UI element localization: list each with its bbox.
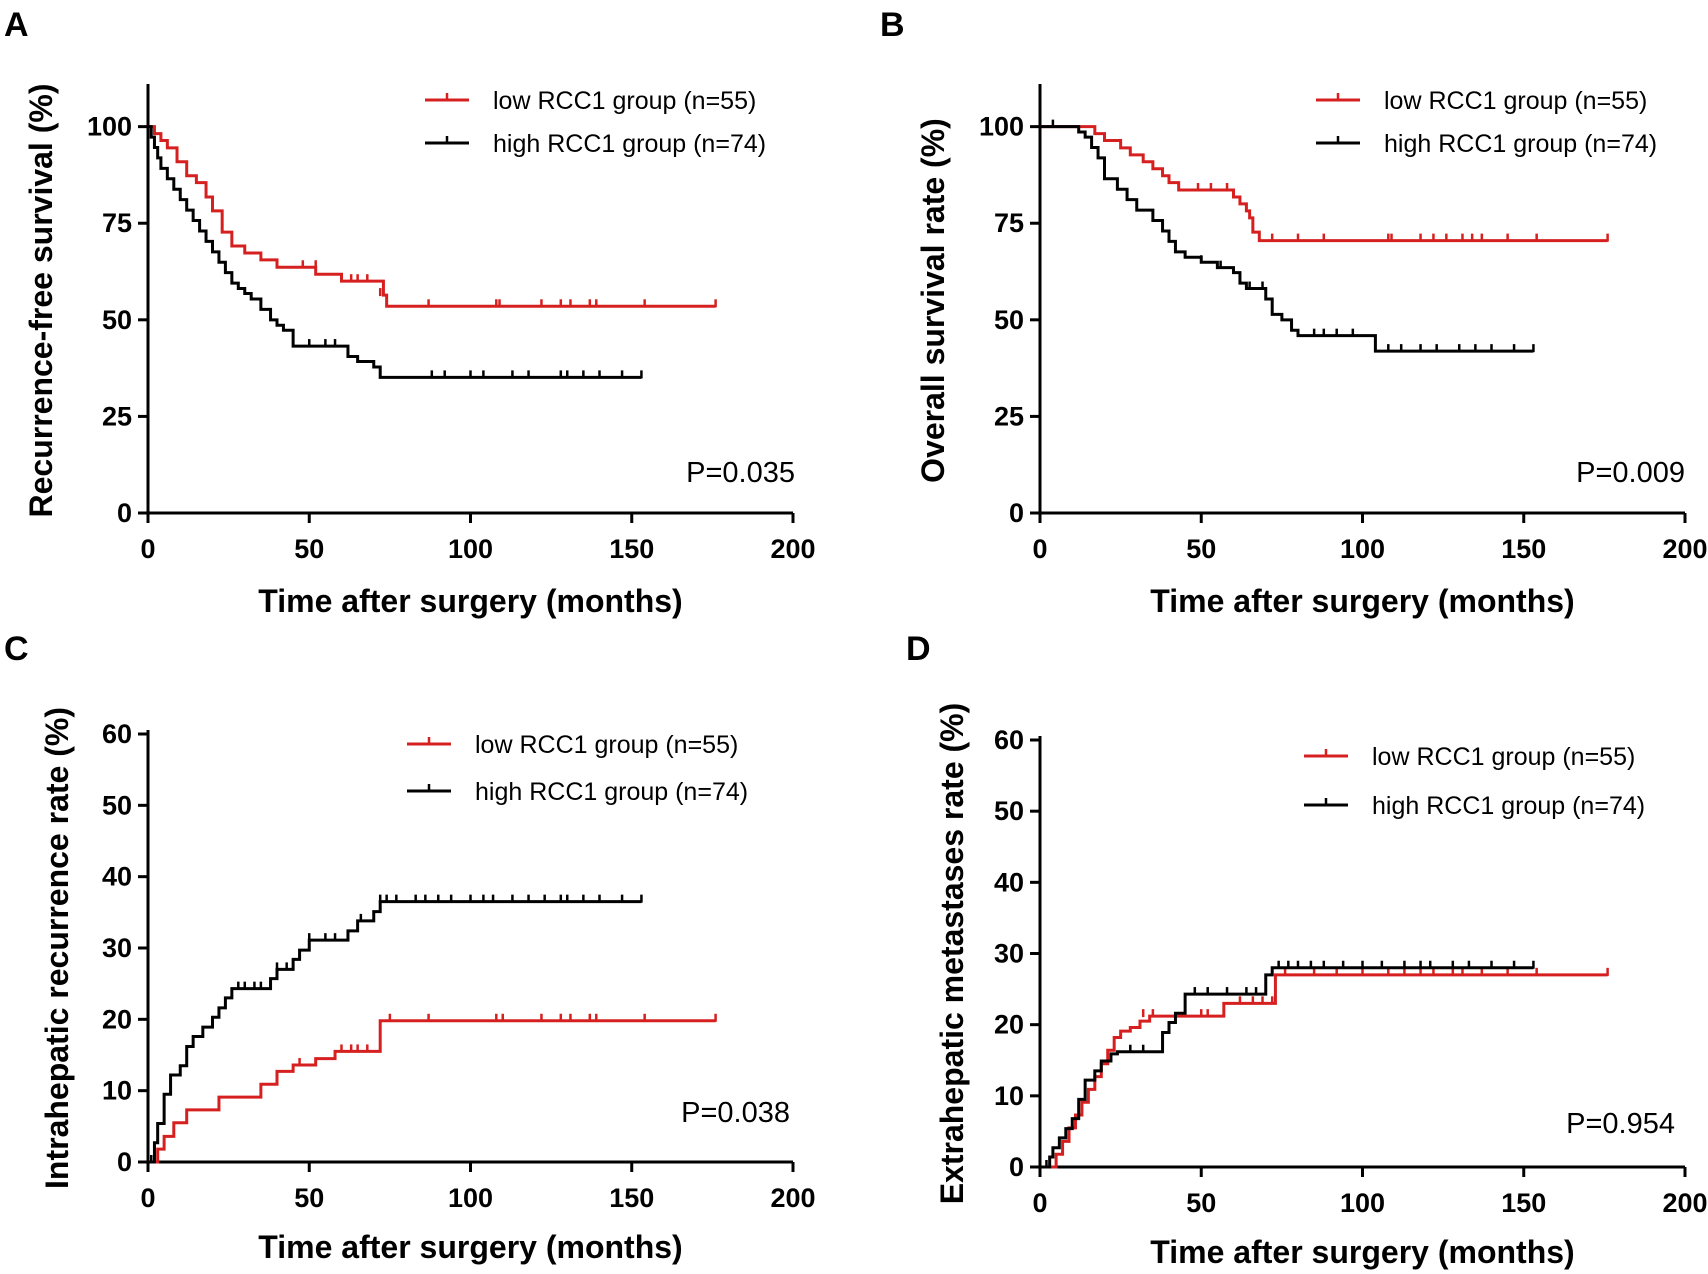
panel-a-x-tick-label: 50 (294, 534, 324, 564)
panel-c-x-tick-label: 100 (448, 1183, 493, 1213)
panel-b-p-value: P=0.009 (1576, 457, 1685, 489)
panel-a: A 0 50 100 150 200 0 25 50 75 100 Time after surge… (4, 6, 816, 619)
panel-a-x-tick-label: 200 (770, 534, 815, 564)
panel-c-y-tick-label: 20 (102, 1004, 132, 1034)
panel-c-high-rcc1-legend-label: high RCC1 group (n=74) (475, 778, 748, 806)
panel-d-low-rcc1-curve (1040, 973, 1608, 1169)
panel-d-y-axis-title: Extrahepatic metastases rate (%) (934, 703, 970, 1205)
panel-b-x-axis-title: Time after surgery (months) (1150, 583, 1574, 619)
panel-c-low-rcc1-curve (148, 1019, 716, 1164)
panel-a-x-tick-label: 100 (448, 534, 493, 564)
panel-a-y-tick-label: 0 (117, 498, 132, 528)
panel-a-plot: 0 50 100 150 200 0 25 50 75 100 Time after surgery… (23, 84, 816, 619)
panel-b-low-rcc1-curve (1040, 125, 1608, 243)
panel-d-plot: 0 50 100 150 200 0 10 20 30 40 50 60 Time after surg… (934, 703, 1708, 1270)
panel-a-p-value: P=0.035 (686, 457, 795, 489)
panel-a-y-tick-label: 100 (87, 112, 132, 142)
panel-b-plot: 0 50 100 150 200 0 25 50 75 100 Time after surgery… (915, 84, 1708, 619)
panel-c-x-axis-title: Time after surgery (months) (258, 1229, 682, 1265)
panel-b-letter: B (880, 6, 905, 44)
panel-a-high-rcc1-curve (148, 125, 642, 379)
panel-c-y-tick-label: 30 (102, 933, 132, 963)
panel-d-y-tick-label: 0 (1009, 1152, 1024, 1182)
panel-d-y-tick-label: 40 (994, 867, 1024, 897)
panel-a-letter: A (4, 6, 29, 44)
panel-d-x-tick-label: 50 (1186, 1188, 1216, 1218)
panel-a-y-axis-title: Recurrence-free survival (%) (23, 84, 59, 518)
panel-b-x-tick-label: 0 (1032, 534, 1047, 564)
panel-a-high-rcc1-legend-label: high RCC1 group (n=74) (493, 130, 766, 158)
panel-c-low-rcc1-legend-label: low RCC1 group (n=55) (475, 731, 738, 759)
panel-c-x-tick-label: 0 (140, 1183, 155, 1213)
panel-d-x-tick-label: 0 (1032, 1188, 1047, 1218)
panel-d-y-tick-label: 20 (994, 1010, 1024, 1040)
panel-d-y-tick-label: 60 (994, 725, 1024, 755)
panel-c-y-tick-label: 50 (102, 790, 132, 820)
panel-d-x-tick-label: 100 (1340, 1188, 1385, 1218)
panel-d-high-rcc1-legend-label: high RCC1 group (n=74) (1372, 792, 1645, 820)
panel-b-y-tick-label: 100 (979, 112, 1024, 142)
panel-c-y-tick-label: 0 (117, 1147, 132, 1177)
panel-a-y-tick-label: 25 (102, 401, 132, 431)
panel-a-low-rcc1-curve (148, 125, 716, 308)
panel-d-x-tick-label: 200 (1662, 1188, 1707, 1218)
panel-a-y-tick-label: 75 (102, 208, 132, 238)
panel-a-x-tick-label: 0 (140, 534, 155, 564)
panel-c-plot: 0 50 100 150 200 0 10 20 30 40 50 60 Time after surg… (39, 707, 816, 1265)
panel-b: B 0 50 100 150 200 0 25 50 75 100 Time after surge… (880, 6, 1708, 619)
panel-b-high-rcc1-legend-label: high RCC1 group (n=74) (1384, 130, 1657, 158)
panel-c-high-rcc1-curve (148, 900, 642, 1164)
panel-c-x-tick-label: 200 (770, 1183, 815, 1213)
panel-d-y-tick-label: 30 (994, 939, 1024, 969)
panel-d-x-axis-title: Time after surgery (months) (1150, 1234, 1574, 1270)
panel-b-high-rcc1-curve (1040, 125, 1534, 353)
panel-d-letter: D (906, 630, 931, 668)
panel-d: D 0 50 100 150 200 0 10 20 30 40 50 60 Time after su… (906, 630, 1708, 1270)
panel-b-x-tick-label: 50 (1186, 534, 1216, 564)
panel-a-low-rcc1-legend-label: low RCC1 group (n=55) (493, 87, 756, 115)
panel-d-high-rcc1-curve (1040, 966, 1534, 1169)
panel-b-y-tick-label: 50 (994, 305, 1024, 335)
panel-d-p-value: P=0.954 (1566, 1108, 1675, 1140)
panel-d-x-tick-label: 150 (1501, 1188, 1546, 1218)
panel-a-x-tick-label: 150 (609, 534, 654, 564)
panel-a-x-axis-title: Time after surgery (months) (258, 583, 682, 619)
panel-d-low-rcc1-legend-label: low RCC1 group (n=55) (1372, 743, 1635, 771)
panel-b-y-tick-label: 75 (994, 208, 1024, 238)
panel-c-y-axis-title: Intrahepatic recurrence rate (%) (39, 707, 75, 1189)
panel-c-p-value: P=0.038 (681, 1097, 790, 1129)
panel-b-y-tick-label: 25 (994, 401, 1024, 431)
panel-b-x-tick-label: 200 (1662, 534, 1707, 564)
panel-c-y-tick-label: 60 (102, 719, 132, 749)
panel-b-y-axis-title: Overall survival rate (%) (915, 118, 951, 483)
panel-b-y-tick-label: 0 (1009, 498, 1024, 528)
panel-c-y-tick-label: 40 (102, 862, 132, 892)
panel-b-low-rcc1-legend-label: low RCC1 group (n=55) (1384, 87, 1647, 115)
panel-c-x-tick-label: 50 (294, 1183, 324, 1213)
panel-b-x-tick-label: 100 (1340, 534, 1385, 564)
panel-c-x-tick-label: 150 (609, 1183, 654, 1213)
panel-c-letter: C (4, 630, 29, 668)
panel-d-y-tick-label: 50 (994, 796, 1024, 826)
panel-c-y-tick-label: 10 (102, 1076, 132, 1106)
panel-c: C 0 50 100 150 200 0 10 20 30 40 50 60 Time after su… (4, 630, 816, 1265)
panel-d-y-tick-label: 10 (994, 1081, 1024, 1111)
panel-b-x-tick-label: 150 (1501, 534, 1546, 564)
panel-a-y-tick-label: 50 (102, 305, 132, 335)
